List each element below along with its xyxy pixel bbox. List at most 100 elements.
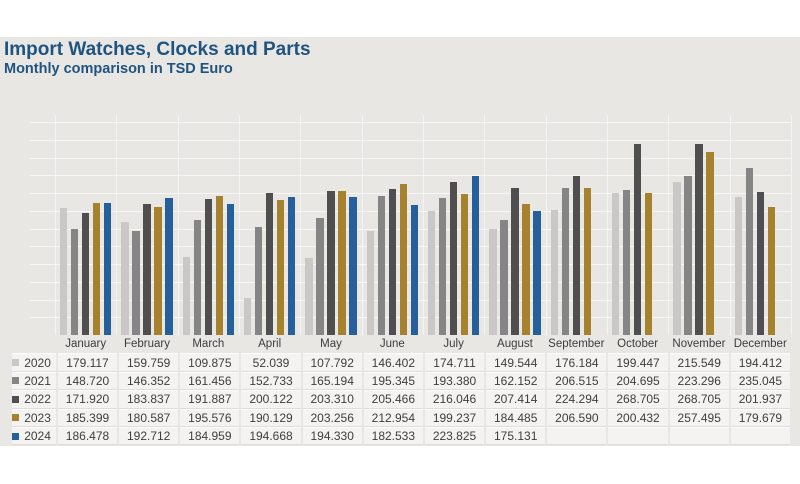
year-label-2022: 2022 [12, 390, 56, 409]
bar-2023-february [154, 206, 162, 335]
table-header-cell-march: March [192, 338, 225, 351]
table-cell-2020-january: 179.117 [57, 353, 118, 372]
bar-2024-january [103, 202, 112, 335]
table-header-cell-february: February [123, 338, 170, 351]
gridline-225 [30, 175, 791, 177]
table-cell-2020-june: 146.402 [363, 353, 423, 372]
table-cell-2021-july: 193.380 [424, 371, 485, 391]
legend-swatch-2021 [12, 377, 20, 385]
table-cell-2024-october [608, 426, 668, 446]
bar-2022-february [143, 204, 151, 335]
bar-2021-march [193, 220, 202, 335]
bar-2020-march [182, 257, 191, 335]
category-separator [790, 115, 792, 335]
table-cell-2021-november: 223.296 [669, 371, 729, 391]
bar-2020-november [673, 181, 681, 335]
table-cell-2024-september [547, 426, 607, 446]
table-cell-2022-january: 171.920 [57, 390, 118, 409]
bar-2022-july [449, 181, 458, 335]
table-row-2022: 2022 171.920 183.837 191.887 200.122 203.310 2… [11, 390, 791, 409]
bar-2024-february [165, 198, 173, 335]
table-cell-2022-november: 268.705 [669, 390, 729, 409]
bar-2022-january [81, 212, 90, 335]
table-header-cell-december: December [733, 338, 787, 351]
bar-2023-august [522, 204, 530, 335]
gridline-175 [30, 210, 791, 212]
table-cell-2023-january: 185.399 [57, 408, 118, 427]
table-cell-2024-june: 182.533 [363, 426, 423, 446]
bar-2021-september [561, 188, 570, 335]
table-cell-2022-august: 207.414 [486, 390, 546, 409]
category-separator [668, 115, 670, 335]
bar-2023-november [706, 152, 714, 335]
bar-2020-august [489, 228, 497, 335]
year-label-2020: 2020 [12, 353, 56, 372]
table-cell-2024-march: 184.959 [180, 426, 240, 446]
bar-2021-august [500, 219, 508, 335]
year-label-2021: 2021 [12, 371, 56, 391]
bar-2022-august [511, 187, 519, 335]
table-cell-2020-october: 199.447 [608, 353, 668, 372]
table-cell-2022-april: 200.122 [241, 390, 301, 409]
table-cell-2024-january: 186.478 [57, 426, 118, 446]
table-cell-2020-february: 159.759 [119, 353, 179, 372]
chart-title: Import Watches, Clocks and Parts [4, 39, 311, 60]
category-separator [177, 115, 179, 335]
data-table: January February March April May June July Augu… [11, 335, 791, 446]
table-cell-2021-august: 162.152 [486, 371, 546, 391]
table-cell-2021-april: 152.733 [241, 371, 301, 391]
chart-plot-area [30, 115, 792, 335]
legend-swatch-2023 [12, 414, 20, 422]
table-row-2023: 2023 185.399 180.587 195.576 190.129 203.256 2… [11, 408, 791, 427]
table-header-cell-october: October [617, 338, 659, 351]
bar-2024-august [533, 210, 541, 335]
table-cell-2020-april: 52.039 [241, 353, 301, 372]
table-header-cell-january: January [65, 338, 107, 351]
bar-2021-november [684, 176, 692, 335]
bar-2021-january [70, 229, 79, 335]
table-header-row: January February March April May June July Augu… [11, 335, 791, 353]
bar-2020-april [243, 298, 252, 335]
gridline-250 [30, 157, 791, 159]
table-cell-2020-september: 176.184 [547, 353, 607, 372]
table-cell-2020-august: 149.544 [486, 353, 546, 372]
bar-2023-march [215, 196, 224, 335]
category-separator [361, 115, 363, 335]
gridline-150 [30, 228, 791, 230]
table-cell-2022-february: 183.837 [119, 390, 179, 409]
table-header-cell-april: April [258, 338, 282, 351]
bar-2024-april [287, 196, 296, 335]
table-cell-2023-march: 195.576 [180, 408, 240, 427]
table-cell-2021-october: 204.695 [608, 371, 668, 391]
table-cell-2024-august: 175.131 [486, 426, 546, 446]
table-cell-2022-july: 216.046 [424, 390, 485, 409]
table-cell-2023-october: 200.432 [608, 408, 668, 427]
table-cell-2024-april: 194.668 [241, 426, 301, 446]
table-cell-2021-june: 195.345 [363, 371, 423, 391]
table-corner-cell [11, 335, 55, 353]
table-cell-2023-june: 212.954 [363, 408, 423, 427]
gridline-50 [30, 299, 791, 301]
category-separator [729, 115, 731, 335]
year-label-2023: 2023 [12, 408, 56, 427]
table-cell-2023-november: 257.495 [669, 408, 729, 427]
bar-2022-november [695, 144, 703, 335]
table-cell-2021-january: 148.720 [57, 371, 118, 391]
table-header-cell-may: May [320, 338, 342, 351]
table-cell-2024-december [730, 426, 790, 446]
table-cell-2020-july: 174.711 [424, 353, 485, 372]
table-cell-2024-november [669, 426, 729, 446]
table-cell-2022-june: 205.466 [363, 390, 423, 409]
legend-swatch-2024 [12, 432, 20, 440]
table-cell-2020-november: 215.549 [669, 353, 729, 372]
bar-2020-january [59, 207, 68, 335]
category-separator [300, 115, 302, 335]
gridline-275 [30, 139, 791, 141]
table-cell-2023-may: 203.256 [302, 408, 362, 427]
bar-2024-july [471, 176, 480, 335]
table-cell-2022-september: 224.294 [547, 390, 607, 409]
table-cell-2020-december: 194.412 [730, 353, 790, 372]
category-separator [545, 115, 547, 335]
bar-2022-june [388, 189, 397, 335]
table-cell-2021-december: 235.045 [730, 371, 790, 391]
